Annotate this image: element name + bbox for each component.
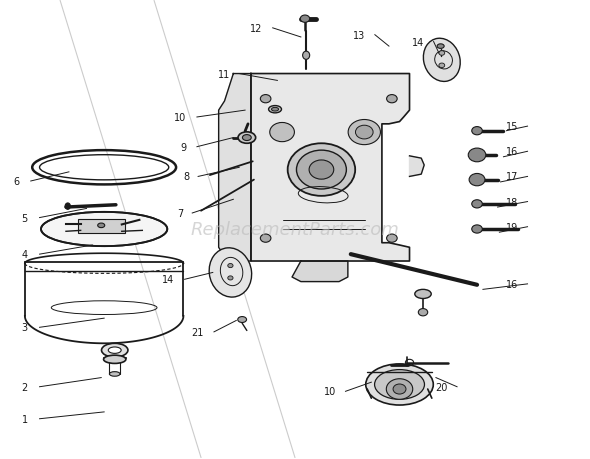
Ellipse shape <box>386 235 397 243</box>
Polygon shape <box>219 74 251 262</box>
Ellipse shape <box>418 309 428 316</box>
Text: 8: 8 <box>183 172 189 182</box>
Text: 15: 15 <box>506 122 518 132</box>
Ellipse shape <box>228 276 233 280</box>
Ellipse shape <box>469 174 485 186</box>
Ellipse shape <box>98 224 105 228</box>
Text: 21: 21 <box>192 327 204 337</box>
Text: 16: 16 <box>506 147 518 157</box>
Ellipse shape <box>300 16 310 23</box>
Ellipse shape <box>472 127 482 135</box>
Text: 20: 20 <box>435 382 448 392</box>
Text: 13: 13 <box>353 31 365 40</box>
Ellipse shape <box>303 52 310 60</box>
Text: 19: 19 <box>506 222 518 232</box>
Text: 3: 3 <box>22 323 28 333</box>
Ellipse shape <box>104 355 126 364</box>
Text: 10: 10 <box>324 386 336 397</box>
Text: 14: 14 <box>162 274 175 285</box>
Ellipse shape <box>296 151 346 190</box>
Ellipse shape <box>468 149 486 162</box>
Ellipse shape <box>366 364 433 405</box>
Polygon shape <box>292 262 348 282</box>
Ellipse shape <box>109 372 120 376</box>
Text: ReplacementParts.com: ReplacementParts.com <box>191 220 399 239</box>
Ellipse shape <box>228 264 233 268</box>
Ellipse shape <box>101 343 128 357</box>
Text: 12: 12 <box>250 24 263 34</box>
Ellipse shape <box>393 384 406 394</box>
Text: 6: 6 <box>13 177 19 187</box>
Text: 5: 5 <box>22 213 28 223</box>
Text: 4: 4 <box>22 250 28 260</box>
Text: 1: 1 <box>22 414 28 424</box>
Text: 16: 16 <box>506 279 518 289</box>
Ellipse shape <box>260 235 271 243</box>
Ellipse shape <box>271 108 278 112</box>
Ellipse shape <box>268 106 281 114</box>
Ellipse shape <box>375 370 424 399</box>
Ellipse shape <box>309 161 334 180</box>
Text: 2: 2 <box>22 382 28 392</box>
Text: 18: 18 <box>506 197 518 207</box>
Ellipse shape <box>270 123 294 142</box>
Ellipse shape <box>41 213 168 246</box>
Polygon shape <box>409 157 424 177</box>
Ellipse shape <box>65 203 70 210</box>
Ellipse shape <box>386 95 397 104</box>
Text: 7: 7 <box>177 208 183 218</box>
Ellipse shape <box>424 39 460 82</box>
Ellipse shape <box>108 347 121 353</box>
Ellipse shape <box>439 64 445 68</box>
Ellipse shape <box>472 225 482 234</box>
Ellipse shape <box>415 290 431 299</box>
Text: 9: 9 <box>180 142 186 152</box>
Ellipse shape <box>288 144 355 196</box>
Ellipse shape <box>386 379 413 399</box>
Text: 14: 14 <box>412 38 424 47</box>
Ellipse shape <box>348 120 381 146</box>
Ellipse shape <box>238 317 247 323</box>
Text: 10: 10 <box>174 113 186 123</box>
Ellipse shape <box>472 200 482 208</box>
Text: 17: 17 <box>506 172 518 182</box>
Ellipse shape <box>209 248 252 297</box>
Ellipse shape <box>242 135 251 141</box>
Polygon shape <box>251 74 409 262</box>
Ellipse shape <box>439 51 445 56</box>
Ellipse shape <box>356 126 373 140</box>
Ellipse shape <box>238 133 255 144</box>
FancyBboxPatch shape <box>78 219 124 233</box>
Ellipse shape <box>437 45 444 49</box>
Ellipse shape <box>260 95 271 104</box>
Text: 11: 11 <box>218 69 231 79</box>
